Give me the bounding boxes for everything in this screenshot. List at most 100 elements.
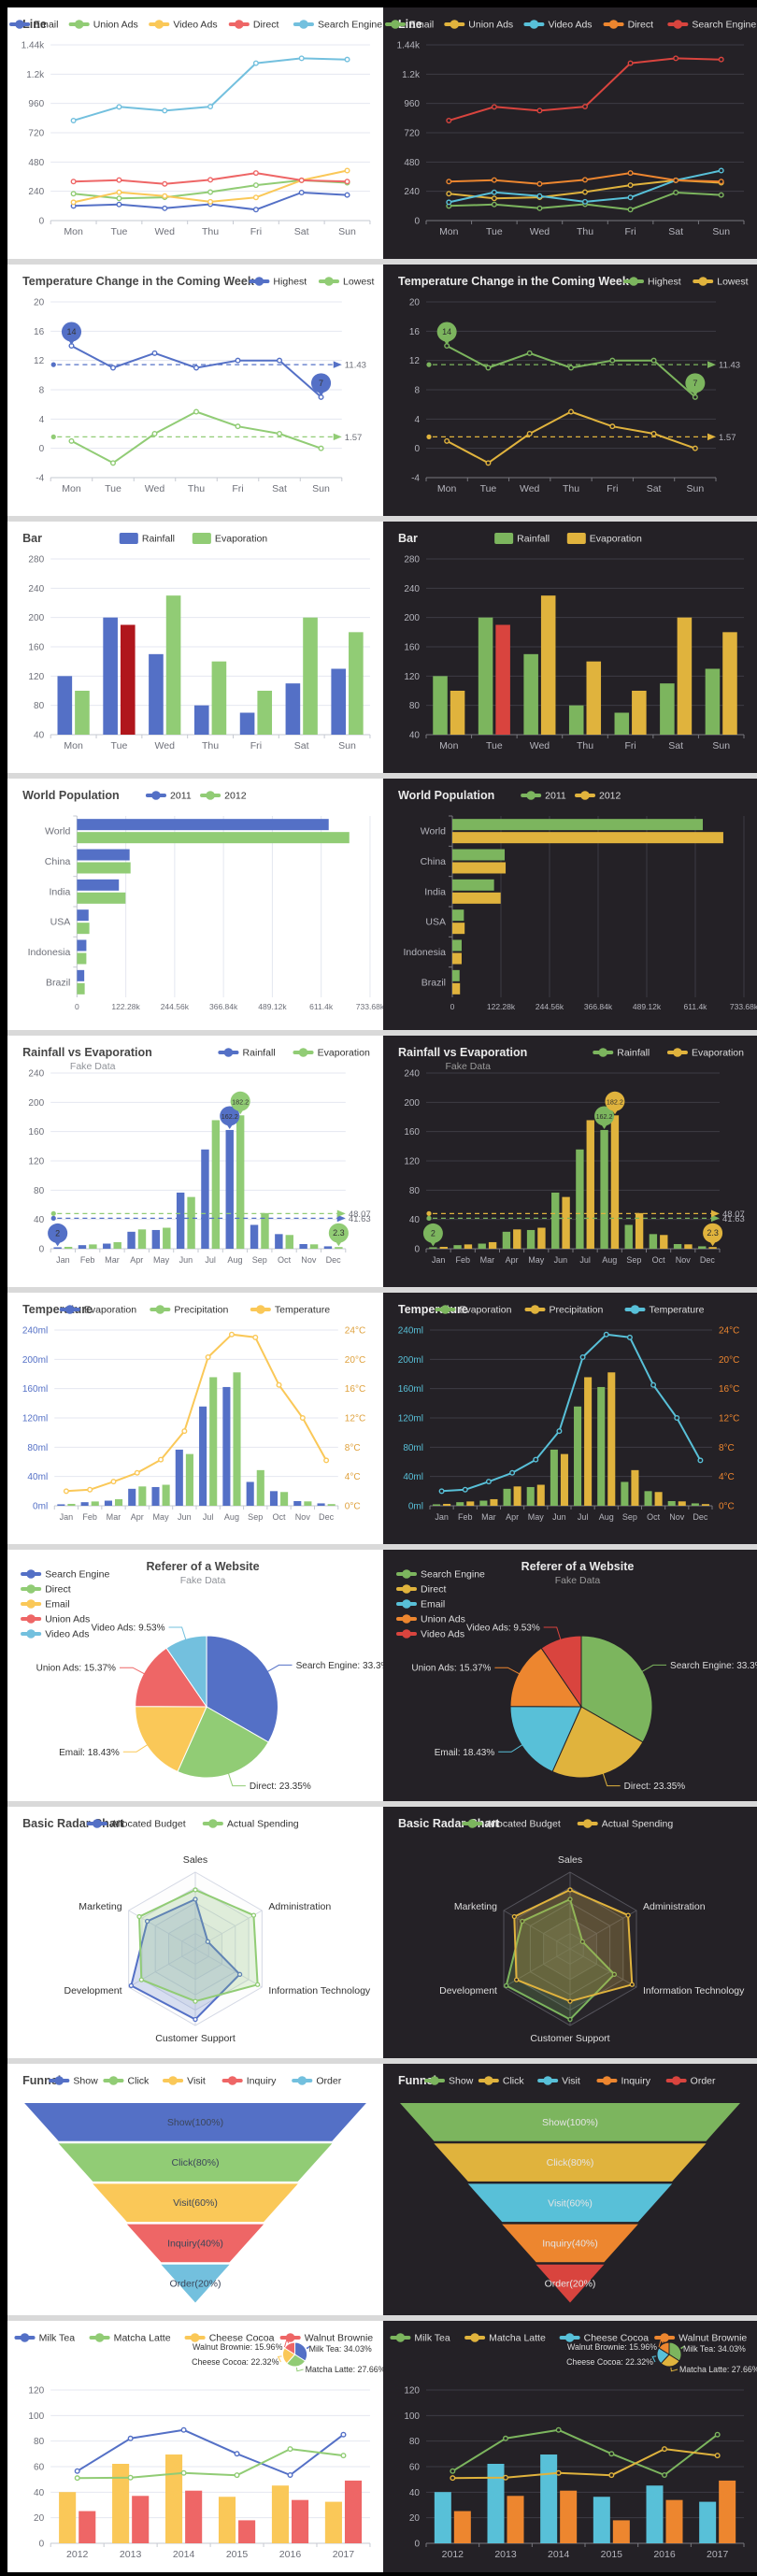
legend-item-union-ads[interactable]: Union Ads (444, 20, 513, 31)
legend: Email Union Ads Video Ads Direct Search Engi… (9, 20, 382, 31)
legend-item-video-ads[interactable]: Video Ads (396, 1629, 464, 1640)
legend-label: Precipitation (550, 1305, 604, 1316)
legend-item-highest[interactable]: Highest (249, 277, 307, 288)
legend-item-temperature[interactable]: Temperature (624, 1305, 705, 1316)
legend-item-direct[interactable]: Direct (396, 1584, 447, 1596)
legend-item-evaporation[interactable]: Evaporation (666, 1048, 744, 1059)
legend-item-visit[interactable]: Visit (162, 2076, 206, 2087)
y-category-label: India (424, 886, 446, 897)
legend-item-lowest[interactable]: Lowest (693, 277, 749, 288)
legend-item-show[interactable]: Show (424, 2076, 474, 2087)
legend-item-2011[interactable]: 2011 (145, 791, 192, 802)
legend-item-search-engine[interactable]: Search Engine (396, 1569, 485, 1581)
legend-item-rainfall[interactable]: Rainfall (119, 533, 175, 544)
legend-item-video-ads[interactable]: Video Ads (21, 1629, 89, 1640)
legend-item-union-ads[interactable]: Union Ads (396, 1614, 465, 1625)
legend-item-direct[interactable]: Direct (21, 1584, 71, 1596)
legend-item-walnut-brownie[interactable]: Walnut Brownie (279, 2333, 374, 2344)
legend: Search Engine Direct Email Union Ads Video A… (396, 1569, 485, 1640)
legend-item-email[interactable]: Email (385, 20, 434, 31)
y-category-label: Brazil (421, 977, 446, 988)
legend-item-click[interactable]: Click (478, 2076, 524, 2087)
legend-item-temperature[interactable]: Temperature (250, 1305, 330, 1316)
legend-item-union-ads[interactable]: Union Ads (68, 20, 138, 31)
pie-slice-label: Email: 18.43% (59, 1748, 120, 1758)
legend-item-email[interactable]: Email (396, 1599, 445, 1610)
legend-item-email[interactable]: Email (9, 20, 59, 31)
legend-item-actual-spending[interactable]: Actual Spending (577, 1819, 674, 1830)
legend-item-rainfall[interactable]: Rainfall (593, 1048, 650, 1059)
legend-item-matcha-latte[interactable]: Matcha Latte (89, 2333, 171, 2344)
markline-lowest: 1.57 (50, 433, 362, 443)
legend-item-cheese-cocoa[interactable]: Cheese Cocoa (559, 2333, 650, 2344)
legend-item-video-ads[interactable]: Video Ads (523, 20, 593, 31)
legend-item-evaporation[interactable]: Evaporation (435, 1305, 512, 1316)
legend-item-show[interactable]: Show (49, 2076, 98, 2087)
legend-item-2012[interactable]: 2012 (200, 791, 247, 802)
legend-item-milk-tea[interactable]: Milk Tea (14, 2333, 75, 2344)
line-series-direct (70, 170, 350, 187)
plot-area: 0ml 40ml 80ml 120ml 160ml 200ml 240ml 0°C 4°C 8°C… (22, 1326, 365, 1522)
legend-item-evaporation[interactable]: Evaporation (293, 1048, 370, 1059)
legend-item-precipitation[interactable]: Precipitation (524, 1305, 604, 1316)
card-temp-week-light: Temperature Change in the Coming Week Hig… (7, 265, 383, 516)
y-axis-tick: 160 (28, 1127, 44, 1138)
legend-item-evaporation[interactable]: Evaporation (566, 533, 642, 545)
chart-funnel-dark: Funnel Show Click Visit Inquiry Order Show(100… (398, 2074, 740, 2303)
legend-item-cheese-cocoa[interactable]: Cheese Cocoa (184, 2333, 275, 2344)
legend-item-allocated-budget[interactable]: Allocated Budget (462, 1819, 561, 1830)
y-axis-tick: 0ml (408, 1502, 423, 1512)
legend-item-2012[interactable]: 2012 (575, 791, 621, 802)
legend-item-union-ads[interactable]: Union Ads (21, 1614, 90, 1625)
legend-item-email[interactable]: Email (21, 1599, 70, 1610)
legend-item-evaporation[interactable]: Evaporation (192, 533, 268, 544)
legend-item-2011[interactable]: 2011 (521, 791, 566, 802)
legend-item-search-engine[interactable]: Search Engine (667, 20, 756, 31)
legend-item-rainfall[interactable]: Rainfall (218, 1048, 276, 1059)
legend-item-milk-tea[interactable]: Milk Tea (390, 2333, 450, 2344)
funnel-step-order: Order(20%) (161, 2264, 230, 2303)
card-temp-week-dark: Temperature Change in the Coming Week Hig… (383, 265, 757, 516)
legend-item-actual-spending[interactable]: Actual Spending (202, 1819, 299, 1830)
y-axis-tick: 240 (404, 584, 420, 594)
legend-item-evaporation[interactable]: Evaporation (59, 1305, 137, 1316)
legend-label: Walnut Brownie (678, 2333, 747, 2344)
legend-item-click[interactable]: Click (103, 2076, 150, 2087)
markline-evaporation: 48.07 (50, 1209, 371, 1220)
legend-label: Lowest (717, 277, 748, 288)
legend-item-order[interactable]: Order (665, 2076, 716, 2087)
legend-label: Highest (273, 277, 307, 288)
x-axis-tick: Thu (188, 483, 205, 494)
legend-item-allocated-budget[interactable]: Allocated Budget (86, 1819, 186, 1830)
y-axis-tick: 16 (409, 327, 421, 337)
legend-item-inquiry[interactable]: Inquiry (596, 2076, 651, 2087)
x-axis-tick: Mar (105, 1255, 120, 1265)
legend-item-inquiry[interactable]: Inquiry (221, 2076, 278, 2087)
legend-item-matcha-latte[interactable]: Matcha Latte (464, 2333, 546, 2344)
legend-item-video-ads[interactable]: Video Ads (149, 20, 218, 31)
x-axis-tick: Mon (439, 740, 459, 751)
legend-item-walnut-brownie[interactable]: Walnut Brownie (654, 2333, 747, 2344)
legend-item-precipitation[interactable]: Precipitation (150, 1305, 229, 1316)
y-axis-tick: 280 (28, 555, 44, 565)
bar-series-cheese-cocoa (434, 2454, 717, 2543)
legend-item-rainfall[interactable]: Rainfall (494, 533, 550, 545)
legend-label: Temperature (275, 1305, 330, 1316)
bar-series-evaporation (57, 1386, 325, 1506)
legend-item-direct[interactable]: Direct (228, 20, 279, 31)
y-category-label: USA (50, 917, 71, 928)
funnel-step-label: Order(20%) (169, 2279, 221, 2290)
legend-item-direct[interactable]: Direct (603, 20, 654, 31)
x-axis-tick: 2016 (653, 2549, 676, 2560)
legend-item-visit[interactable]: Visit (537, 2076, 580, 2087)
x-axis-tick: 366.84k (209, 1002, 238, 1011)
legend-item-search-engine[interactable]: Search Engine (293, 20, 382, 31)
legend-item-search-engine[interactable]: Search Engine (21, 1569, 110, 1581)
legend-item-highest[interactable]: Highest (623, 277, 681, 288)
x-axis-tick: Mon (64, 226, 83, 237)
markline-rainfall: 41.63 (50, 1214, 371, 1224)
legend-item-lowest[interactable]: Lowest (318, 277, 375, 288)
legend-item-order[interactable]: Order (292, 2076, 342, 2087)
card-referer-pie-light: Referer of a Website Fake Data Search Engi… (7, 1550, 383, 1801)
pie-label-direct: Direct: 23.35% (227, 1773, 311, 1792)
